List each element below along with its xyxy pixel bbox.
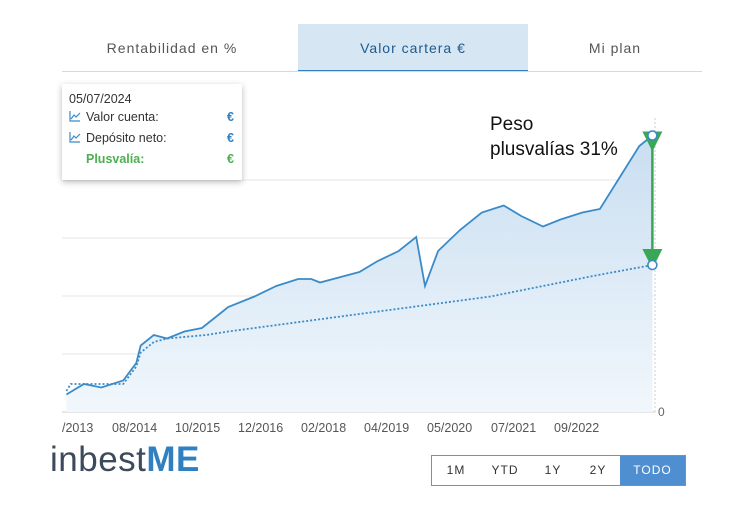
tooltip-value: €	[227, 152, 234, 166]
x-tick-label: /2013	[62, 421, 93, 435]
tab-rentabilidad[interactable]: Rentabilidad en %	[106, 40, 238, 56]
x-tick-label: 04/2019	[364, 421, 409, 435]
tooltip-label: Depósito neto:	[86, 131, 167, 145]
x-tick-label: 08/2014	[112, 421, 157, 435]
x-tick-label: 10/2015	[175, 421, 220, 435]
tab-divider	[62, 71, 702, 72]
range-ytd-button[interactable]: YTD	[491, 463, 519, 477]
tooltip-row-valor: Valor cuenta: €	[69, 110, 237, 126]
tooltip-row-plusvalia: Plusvalía: €	[69, 152, 237, 168]
logo-text: inbest	[50, 440, 147, 479]
range-1m-button[interactable]: 1M	[446, 463, 466, 477]
tab-valor-cartera[interactable]: Valor cartera €	[298, 24, 528, 72]
inbestme-logo: inbestME	[50, 440, 200, 480]
deposito-end-marker	[647, 259, 658, 271]
tab-bar: Rentabilidad en % Valor cartera € Mi pla…	[46, 24, 702, 72]
tooltip-row-deposito: Depósito neto: €	[69, 131, 237, 147]
range-2y-button[interactable]: 2Y	[589, 463, 607, 477]
tooltip-value: €	[227, 110, 234, 124]
x-tick-label: 02/2018	[301, 421, 346, 435]
valor-end-marker	[647, 130, 658, 141]
chart-tooltip: 05/07/2024 Valor cuenta: € Depósito neto…	[62, 84, 242, 180]
annotation-line-1: Peso	[490, 114, 534, 135]
series-line-deposito-neto	[65, 264, 653, 392]
x-tick-label: 07/2021	[491, 421, 536, 435]
x-tick-label: 05/2020	[427, 421, 472, 435]
series-line-valor-cuenta	[65, 134, 653, 396]
range-1y-button[interactable]: 1Y	[544, 463, 562, 477]
portfolio-chart: /2013 08/2014 10/2015 12/2016 02/2018 04/2019…	[62, 118, 665, 435]
tooltip-label: Plusvalía:	[86, 152, 145, 166]
annotation-line-2: plusvalías 31%	[490, 139, 618, 160]
area-fill	[66, 135, 653, 412]
logo-accent: ME	[146, 440, 200, 479]
y-tick-label: 0	[658, 405, 665, 419]
x-tick-label: 09/2022	[554, 421, 599, 435]
tab-mi-plan[interactable]: Mi plan	[588, 40, 642, 56]
tooltip-value: €	[227, 131, 234, 145]
gain-annotation: Peso plusvalías 31%	[490, 112, 618, 162]
range-selector: 1M YTD 1Y 2Y TODO	[431, 455, 686, 486]
x-tick-label: 12/2016	[238, 421, 283, 435]
line-chart-icon	[69, 132, 81, 143]
tooltip-date: 05/07/2024	[69, 92, 132, 106]
tooltip-label: Valor cuenta:	[86, 110, 159, 124]
range-todo-button[interactable]: TODO	[620, 456, 685, 485]
line-chart-icon	[69, 111, 81, 122]
